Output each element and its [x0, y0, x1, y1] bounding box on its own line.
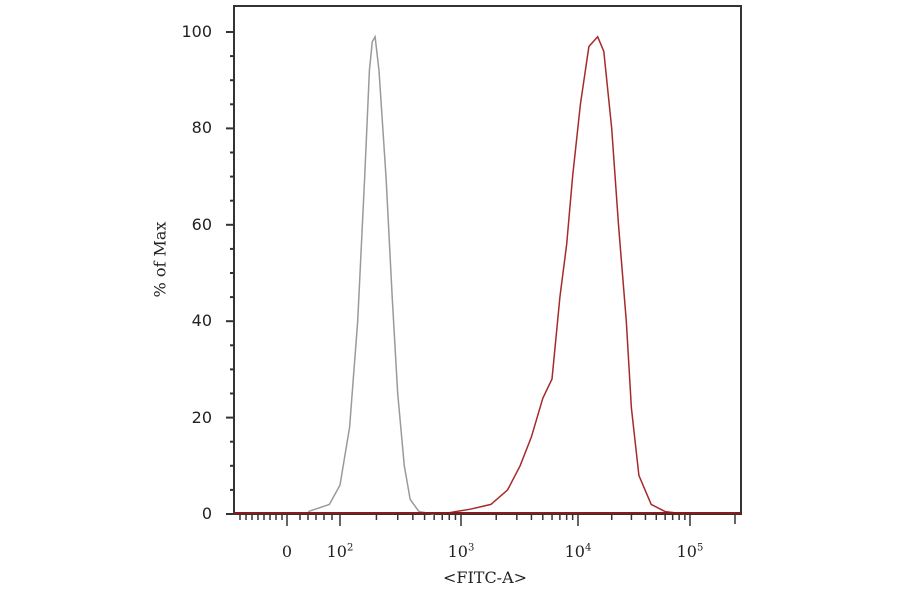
- x-tick-10e3: 103: [447, 542, 475, 561]
- y-tick-100: 100: [181, 22, 212, 41]
- y-axis-label: % of Max: [150, 221, 170, 298]
- y-tick-0: 0: [201, 504, 212, 523]
- y-tick-80: 80: [191, 118, 212, 137]
- x-tick-10e5: 105: [676, 542, 704, 561]
- x-axis-label: <FITC-A>: [442, 568, 528, 587]
- stained-histogram-line: [442, 35, 685, 515]
- plot-frame: [233, 5, 742, 515]
- x-axis-ticks: [239, 514, 736, 526]
- x-tick-10e2: 102: [326, 542, 354, 561]
- x-tick-0: 0: [281, 542, 293, 561]
- x-tick-10e4: 104: [564, 542, 592, 561]
- y-tick-60: 60: [191, 215, 212, 234]
- y-tick-20: 20: [191, 408, 212, 427]
- control-histogram-line: [307, 34, 435, 515]
- y-axis-ticks: [226, 31, 234, 515]
- y-tick-40: 40: [191, 311, 212, 330]
